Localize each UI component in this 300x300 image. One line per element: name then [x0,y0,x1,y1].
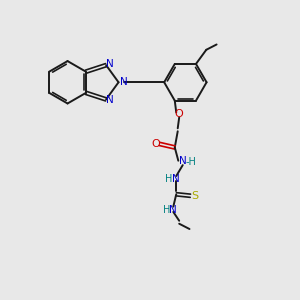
Text: H: H [165,174,172,184]
Text: N: N [106,59,113,69]
Text: -H: -H [185,158,196,167]
Text: O: O [175,110,184,119]
Text: S: S [191,191,198,201]
Text: H: H [163,205,170,214]
Text: N: N [120,77,128,87]
Text: N: N [172,174,180,184]
Text: N: N [179,156,187,166]
Text: O: O [152,139,160,149]
Text: N: N [106,95,113,105]
Text: N: N [169,205,177,214]
